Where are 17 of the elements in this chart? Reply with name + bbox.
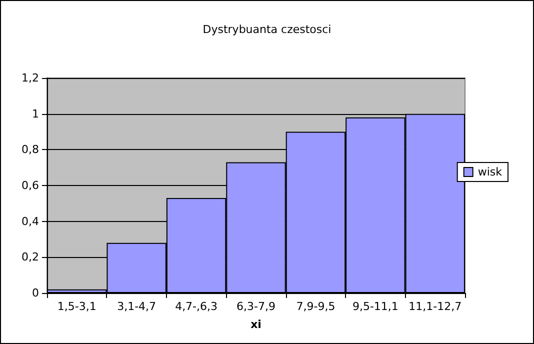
legend-label: wisk: [478, 166, 503, 178]
x-tick-label: 9,5-11,1: [352, 300, 398, 313]
y-tick-label: 1: [32, 107, 39, 120]
x-tick-label: 4,7-,6,3: [175, 300, 218, 313]
y-tick-label: 0: [32, 286, 39, 300]
x-tick-label: 11,1-12,7: [408, 300, 462, 313]
x-tick-label: 3,1-4,7: [117, 300, 156, 313]
x-tick-label: 6,3-7,9: [236, 300, 276, 313]
x-tick-label: 1,5-3,1: [57, 300, 96, 313]
y-tick-label: 1,2: [22, 72, 39, 84]
y-tick-label: 0,2: [22, 250, 39, 264]
y-tick-label: 0,4: [22, 214, 39, 228]
y-tick-label: 0,8: [22, 143, 39, 156]
y-tick-label: 0,6: [22, 179, 39, 192]
chart-title: Dystrybuanta czestosci: [202, 23, 332, 36]
x-axis-title: xi: [250, 318, 262, 331]
x-tick-label: 7,9-9,5: [296, 300, 336, 313]
